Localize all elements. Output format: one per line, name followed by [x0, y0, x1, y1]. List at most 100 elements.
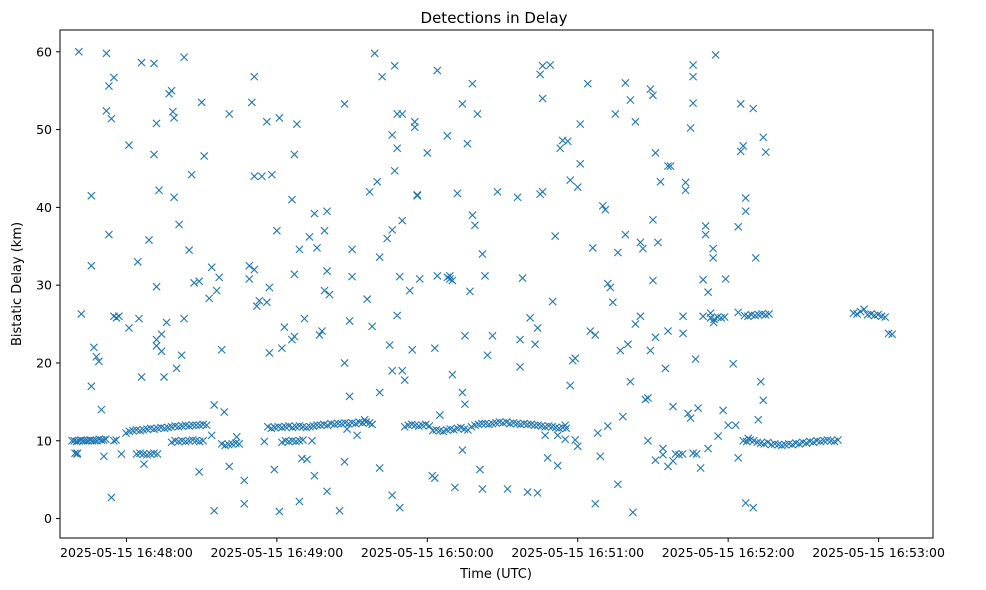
data-point: [608, 298, 617, 307]
data-point: [463, 139, 472, 148]
data-point: [280, 323, 289, 332]
data-point: [430, 344, 439, 353]
data-point: [833, 435, 842, 444]
data-point: [104, 82, 113, 91]
data-point: [453, 189, 462, 198]
data-point: [628, 508, 637, 517]
data-point: [586, 327, 595, 336]
data-point: [265, 283, 274, 292]
data-point: [217, 345, 226, 354]
data-point: [187, 170, 196, 179]
data-point: [734, 453, 743, 462]
y-tick-label: 50: [36, 122, 52, 137]
data-point: [538, 187, 547, 196]
data-point: [245, 274, 254, 283]
data-point: [260, 437, 269, 446]
data-point: [310, 209, 319, 218]
data-point: [413, 191, 422, 200]
data-point: [754, 415, 763, 424]
data-point: [751, 253, 760, 262]
data-point: [408, 345, 417, 354]
data-point: [323, 267, 332, 276]
data-point: [99, 435, 108, 444]
data-point: [468, 211, 477, 220]
data-point: [207, 431, 216, 440]
data-point: [172, 364, 181, 373]
data-point: [681, 178, 690, 187]
data-point: [137, 372, 146, 381]
data-point: [853, 309, 862, 318]
data-point: [720, 313, 729, 322]
data-point: [661, 364, 670, 373]
data-point: [483, 351, 492, 360]
data-point: [513, 193, 522, 202]
data-point: [443, 131, 452, 140]
data-point: [475, 465, 484, 474]
data-point: [646, 85, 655, 94]
data-point: [651, 148, 660, 157]
data-point: [739, 141, 748, 150]
data-point: [860, 305, 869, 314]
data-point: [669, 456, 677, 465]
data-point: [709, 318, 718, 327]
data-point: [681, 186, 690, 195]
data-point: [648, 276, 657, 285]
data-point: [448, 276, 457, 285]
data-point: [704, 444, 713, 453]
data-point: [137, 58, 146, 67]
data-point: [270, 465, 279, 474]
data-point: [536, 70, 545, 79]
data-point: [240, 499, 249, 508]
data-point: [388, 131, 397, 140]
x-tick-label: 2025-05-15 16:51:00: [511, 545, 644, 560]
data-point: [74, 47, 83, 56]
data-point: [124, 141, 133, 150]
data-point: [340, 99, 349, 108]
data-point: [573, 442, 582, 451]
data-point: [761, 148, 770, 157]
data-point: [87, 191, 96, 200]
data-point: [583, 79, 592, 88]
data-point: [734, 222, 743, 231]
data-point: [576, 120, 585, 129]
data-point: [701, 230, 710, 239]
y-tick-label: 0: [44, 511, 52, 526]
data-point: [493, 187, 502, 196]
data-point: [363, 295, 372, 304]
data-point: [684, 409, 693, 418]
data-point: [530, 421, 539, 430]
data-point: [598, 201, 607, 210]
data-point: [606, 283, 615, 292]
data-point: [711, 50, 720, 59]
data-point: [430, 474, 439, 483]
y-tick-label: 20: [36, 355, 52, 370]
data-point: [591, 499, 600, 508]
data-point: [603, 279, 612, 288]
data-point: [262, 298, 271, 307]
data-point: [310, 471, 319, 480]
data-point: [741, 499, 750, 507]
data-point: [571, 354, 580, 363]
y-axis-label: Bistatic Delay (km): [10, 222, 25, 346]
data-point: [658, 450, 667, 459]
data-point: [691, 355, 700, 364]
data-point: [613, 248, 622, 257]
data-point: [765, 309, 774, 318]
data-point: [480, 271, 489, 280]
data-point: [658, 444, 667, 453]
data-point: [73, 449, 82, 458]
data-point: [636, 312, 645, 321]
data-point: [170, 193, 179, 202]
data-point: [636, 238, 645, 247]
data-point: [566, 381, 575, 390]
data-point: [744, 434, 753, 443]
data-point: [345, 316, 354, 325]
data-point: [107, 114, 116, 123]
data-point: [250, 72, 259, 81]
data-point: [109, 436, 118, 445]
data-point: [272, 226, 281, 235]
data-point: [881, 313, 890, 322]
data-point: [460, 400, 469, 409]
y-tick-label: 60: [36, 44, 52, 59]
data-point: [741, 207, 750, 216]
